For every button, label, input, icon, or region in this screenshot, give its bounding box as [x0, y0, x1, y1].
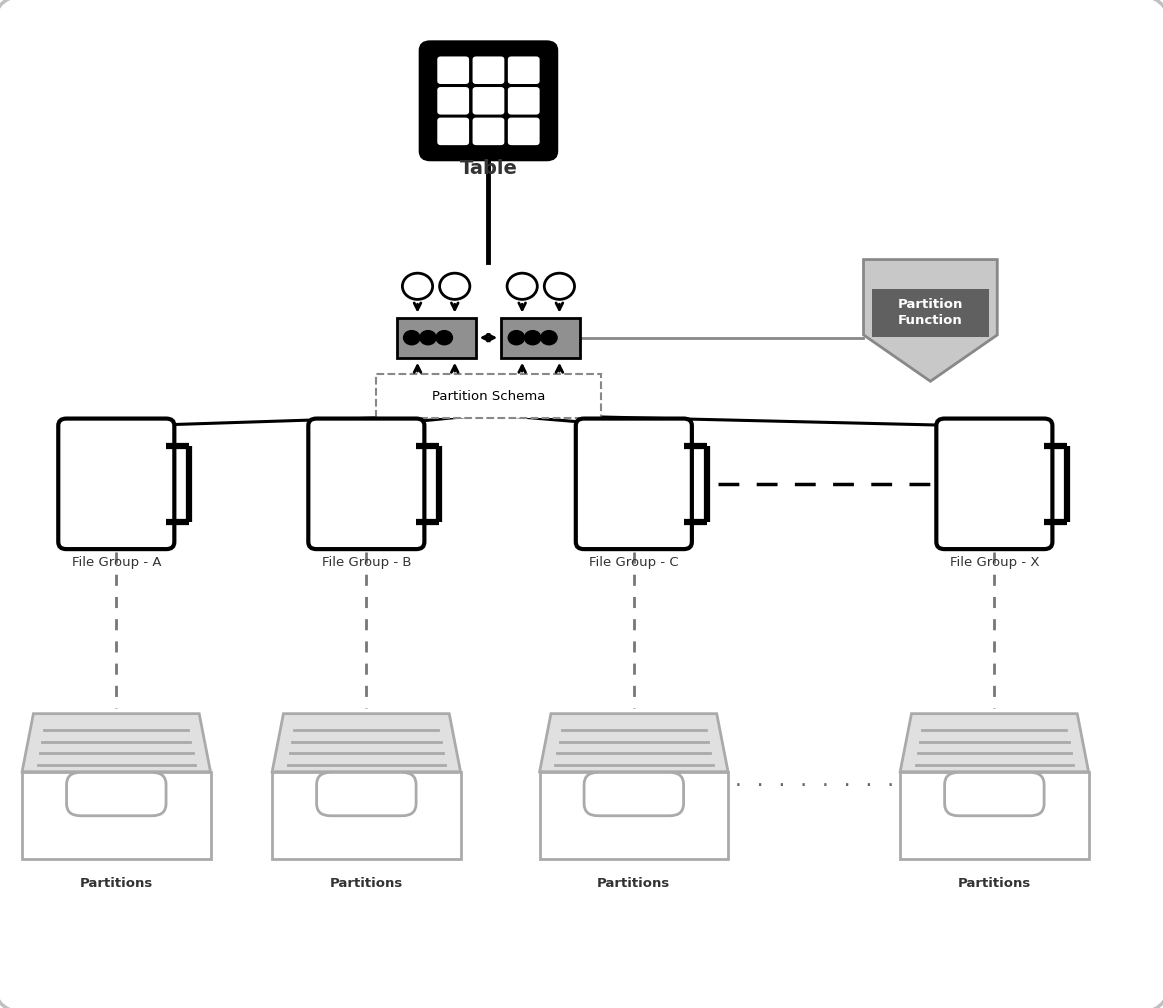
Polygon shape [22, 714, 211, 772]
FancyBboxPatch shape [576, 418, 692, 549]
Circle shape [404, 331, 420, 345]
FancyBboxPatch shape [871, 288, 990, 338]
Text: Partitions: Partitions [80, 877, 152, 890]
FancyBboxPatch shape [540, 772, 728, 859]
FancyBboxPatch shape [272, 772, 461, 859]
FancyBboxPatch shape [900, 772, 1089, 859]
FancyBboxPatch shape [508, 87, 540, 115]
Circle shape [402, 273, 433, 299]
FancyBboxPatch shape [437, 87, 469, 115]
Text: Partitions: Partitions [958, 877, 1030, 890]
Circle shape [402, 376, 433, 402]
FancyBboxPatch shape [936, 418, 1053, 549]
FancyBboxPatch shape [316, 772, 416, 815]
Circle shape [541, 331, 557, 345]
FancyBboxPatch shape [508, 56, 540, 84]
FancyBboxPatch shape [944, 772, 1044, 815]
Circle shape [544, 273, 575, 299]
Text: Partitions: Partitions [598, 877, 670, 890]
FancyBboxPatch shape [437, 118, 469, 145]
Circle shape [436, 331, 452, 345]
FancyBboxPatch shape [419, 40, 558, 161]
Text: Partition Schema: Partition Schema [431, 390, 545, 402]
FancyBboxPatch shape [377, 374, 600, 418]
FancyBboxPatch shape [437, 56, 469, 84]
Polygon shape [272, 714, 461, 772]
Circle shape [420, 331, 436, 345]
Circle shape [508, 331, 525, 345]
Text: Partitions: Partitions [330, 877, 402, 890]
FancyBboxPatch shape [584, 772, 684, 815]
FancyBboxPatch shape [308, 418, 424, 549]
Polygon shape [900, 714, 1089, 772]
Text: File Group - C: File Group - C [588, 556, 679, 570]
FancyBboxPatch shape [501, 318, 580, 358]
Text: File Group - A: File Group - A [72, 556, 160, 570]
FancyBboxPatch shape [58, 418, 174, 549]
Circle shape [440, 273, 470, 299]
FancyBboxPatch shape [472, 87, 505, 115]
FancyBboxPatch shape [472, 56, 505, 84]
Text: . . . . . . . .: . . . . . . . . [733, 772, 896, 790]
Circle shape [507, 376, 537, 402]
Polygon shape [540, 714, 728, 772]
FancyBboxPatch shape [397, 318, 476, 358]
Text: File Group - X: File Group - X [950, 556, 1039, 570]
Text: Partition
Function: Partition Function [898, 298, 963, 328]
Circle shape [507, 273, 537, 299]
Polygon shape [863, 259, 998, 381]
Circle shape [440, 376, 470, 402]
Circle shape [544, 376, 575, 402]
FancyBboxPatch shape [508, 118, 540, 145]
FancyBboxPatch shape [66, 772, 166, 815]
FancyBboxPatch shape [472, 118, 505, 145]
Circle shape [525, 331, 541, 345]
FancyBboxPatch shape [22, 772, 211, 859]
Text: File Group - B: File Group - B [322, 556, 411, 570]
Text: Table: Table [459, 159, 518, 178]
